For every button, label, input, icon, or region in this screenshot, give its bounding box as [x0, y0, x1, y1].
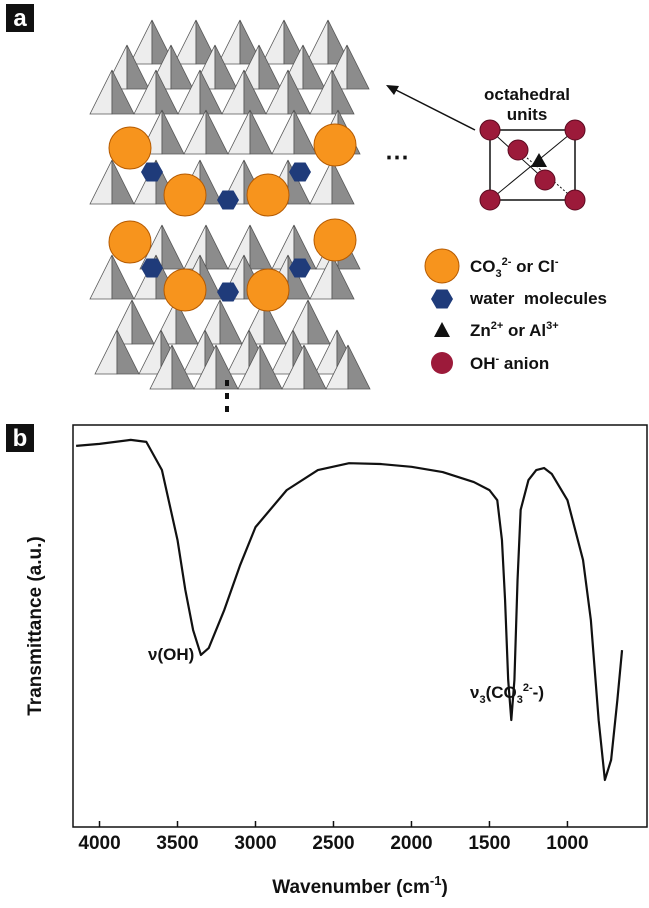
oh-ion [508, 140, 528, 160]
legend-label: OH- anion [470, 353, 549, 373]
legend-symbol [434, 322, 450, 337]
oh-ion [565, 120, 585, 140]
x-tick-label: 1500 [468, 833, 510, 854]
plot-frame [73, 425, 647, 827]
ellipsis-dot [225, 406, 229, 412]
x-tick-label: 4000 [78, 833, 120, 854]
octahedron-face [228, 110, 250, 154]
annotation: ν(OH) [148, 645, 194, 664]
legend-label: CO32- or Cl- [470, 256, 559, 280]
figure: ⋯ a octahedral units CO32- or Cl- water … [0, 0, 649, 903]
octahedron-face [162, 110, 184, 154]
octahedron-face [250, 225, 272, 269]
ellipsis: ⋯ [385, 144, 409, 171]
legend-symbol [431, 352, 453, 374]
octahedron-face [310, 160, 332, 204]
octahedron-face [132, 300, 154, 344]
ion [109, 221, 151, 263]
ion [109, 127, 151, 169]
ion [314, 219, 356, 261]
octahedron-face [250, 110, 272, 154]
legend-label: water molecules [469, 289, 607, 308]
oh-ion [535, 170, 555, 190]
octahedron-face [220, 300, 242, 344]
legend-symbol [425, 249, 459, 283]
octahedron-face [272, 110, 294, 154]
oh-ion [480, 190, 500, 210]
octahedron-face [90, 70, 112, 114]
ion [164, 269, 206, 311]
octahedron-face [95, 330, 117, 374]
inset-title: units [507, 105, 548, 124]
panel-label: b [13, 425, 28, 452]
octahedron-face [348, 345, 370, 389]
ellipsis-dot [225, 380, 229, 386]
ion [164, 174, 206, 216]
octahedron-face [206, 225, 228, 269]
oh-ion [480, 120, 500, 140]
oh-ion [565, 190, 585, 210]
octahedron-face [347, 45, 369, 89]
x-tick-label: 2000 [390, 833, 432, 854]
arrow [392, 88, 475, 130]
x-tick-label: 2500 [312, 833, 354, 854]
inset-title: octahedral [484, 85, 570, 104]
ion [247, 174, 289, 216]
ellipsis-dot [225, 393, 229, 399]
octahedron-face [184, 110, 206, 154]
octahedron-face [332, 160, 354, 204]
y-axis-label: Transmittance (a.u.) [25, 536, 46, 716]
x-axis-label: Wavenumber (cm-1) [272, 873, 448, 898]
plot: 4000 3500 3000 2500 2000 1500 1000 [73, 425, 647, 854]
octahedron-face [206, 110, 228, 154]
octahedron-face [162, 225, 184, 269]
panel-label: a [13, 5, 27, 32]
octahedron-face [90, 160, 112, 204]
spectrum-line [76, 440, 622, 780]
ion [314, 124, 356, 166]
ion [247, 269, 289, 311]
annotation: ν3(CO32--) [470, 682, 544, 706]
octahedron-face [294, 110, 316, 154]
x-tick-label: 1000 [546, 833, 588, 854]
water-molecule [431, 289, 453, 308]
octahedron-face [90, 255, 112, 299]
x-tick-label: 3000 [234, 833, 276, 854]
octahedron-face [308, 300, 330, 344]
legend-label: Zn2+ or Al3+ [470, 320, 559, 340]
x-tick-label: 3500 [156, 833, 198, 854]
